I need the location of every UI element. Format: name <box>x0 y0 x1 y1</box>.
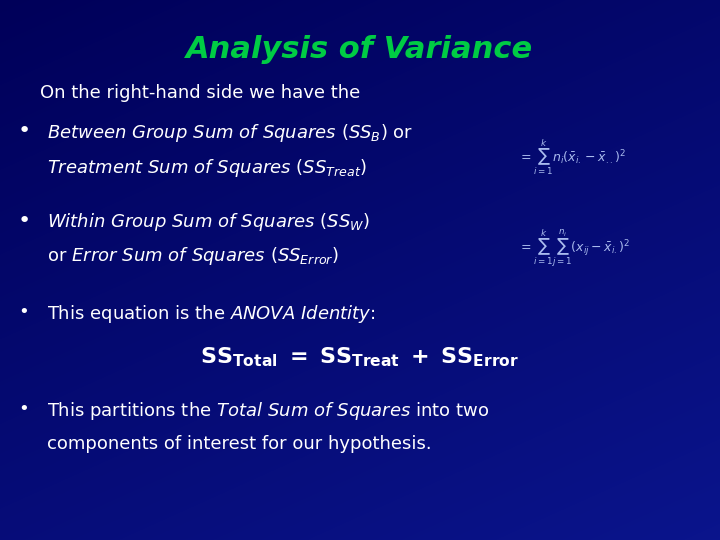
Text: •: • <box>18 303 29 321</box>
Text: $= \sum_{i=1}^{k}\sum_{j=1}^{n_i}(x_{ij} - \bar{x}_{i.})^2$: $= \sum_{i=1}^{k}\sum_{j=1}^{n_i}(x_{ij}… <box>518 228 631 269</box>
Text: $= \sum_{i=1}^{k} n_i(\bar{x}_{i.} - \bar{x}_{..})^2$: $= \sum_{i=1}^{k} n_i(\bar{x}_{i.} - \ba… <box>518 138 626 177</box>
Text: •: • <box>18 211 31 231</box>
Text: $\rm{or}\ \mathbf{\it{Error\ Sum\ of\ Squares\ (SS_{Error})}}$: $\rm{or}\ \mathbf{\it{Error\ Sum\ of\ Sq… <box>47 245 339 267</box>
Text: Analysis of Variance: Analysis of Variance <box>186 35 534 64</box>
Text: $\mathbf{\it{Between\ Group\ Sum\ of\ Squares\ (SS_B)}}$$\rm{\ or}$: $\mathbf{\it{Between\ Group\ Sum\ of\ Sq… <box>47 122 413 144</box>
Text: On the right-hand side we have the: On the right-hand side we have the <box>40 84 360 102</box>
Text: $\mathbf{SS_{Total}\ =\ SS_{Treat}\ +\ SS_{Error}}$: $\mathbf{SS_{Total}\ =\ SS_{Treat}\ +\ S… <box>200 346 520 369</box>
Text: This equation is the $\mathbf{\it{ANOVA\ Identity}}$:: This equation is the $\mathbf{\it{ANOVA\… <box>47 303 375 326</box>
Text: $\mathbf{\it{Within\ Group\ Sum\ of\ Squares\ (SS_W)}}$: $\mathbf{\it{Within\ Group\ Sum\ of\ Squ… <box>47 211 370 233</box>
Text: This partitions the $\mathbf{\it{Total\ Sum\ of\ Squares}}$ into two: This partitions the $\mathbf{\it{Total\ … <box>47 400 490 422</box>
Text: components of interest for our hypothesis.: components of interest for our hypothesi… <box>47 435 431 453</box>
Text: •: • <box>18 400 29 417</box>
Text: $\mathbf{\it{Treatment\ Sum\ of\ Squares\ (SS_{Treat})}}$: $\mathbf{\it{Treatment\ Sum\ of\ Squares… <box>47 157 366 179</box>
Text: •: • <box>18 122 31 141</box>
